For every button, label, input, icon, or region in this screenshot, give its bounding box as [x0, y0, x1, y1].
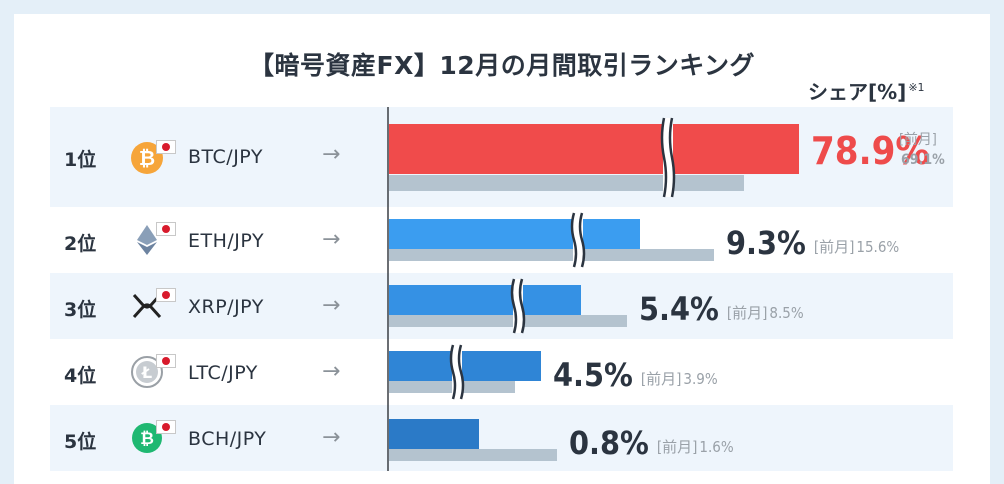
share-unit-label: シェア[%] ※1 — [808, 76, 925, 105]
previous-month-label: [前月] — [641, 370, 682, 388]
share-value-label: 4.5% — [553, 356, 633, 394]
share-value-label: 0.8% — [569, 424, 649, 462]
current-share-bar — [389, 419, 479, 449]
axis-break-mark — [570, 212, 578, 268]
axis-break-mark — [660, 117, 668, 198]
previous-month-value: 15.6% — [856, 238, 899, 256]
axis-break-mark — [510, 278, 518, 334]
previous-month-bar — [389, 315, 627, 327]
axis-break-gap — [663, 118, 673, 197]
svg-text:Ł: Ł — [141, 363, 152, 382]
arrow-right-icon: → — [322, 359, 341, 384]
ranking-row-4: 4位 Ł LTC/JPY → — [50, 339, 953, 405]
arrow-right-icon: → — [322, 142, 341, 167]
bitcoin-icon: ₿ — [131, 142, 163, 174]
pair-label: LTC/JPY — [188, 362, 258, 384]
arrow-right-icon: → — [322, 293, 341, 318]
previous-month-label: [前月] — [657, 438, 698, 456]
previous-month-bar — [389, 449, 557, 461]
current-share-bar — [389, 285, 581, 315]
ethereum-icon — [137, 225, 157, 255]
axis-break-gap — [573, 213, 583, 267]
share-value-label: 5.4% — [639, 290, 719, 328]
share-footnote: ※1 — [908, 81, 925, 95]
axis-break-mark — [457, 344, 465, 400]
rank-label: 5位 — [64, 431, 97, 453]
pair-label: ETH/JPY — [188, 230, 265, 252]
japan-flag-icon — [156, 288, 176, 302]
share-value-label: 9.3% — [726, 224, 806, 262]
arrow-right-icon: → — [322, 425, 341, 450]
ranking-row-2: 2位 ETH/JPY → — [50, 207, 953, 273]
japan-flag-icon — [156, 420, 176, 434]
previous-month-bar — [389, 249, 714, 261]
pair-label: XRP/JPY — [188, 296, 264, 318]
axis-break-mark — [668, 117, 676, 198]
current-share-bar — [389, 351, 541, 381]
rank-label: 2位 — [64, 233, 97, 255]
japan-flag-icon — [156, 140, 176, 154]
axis-break-gap — [513, 279, 523, 333]
axis-break-mark — [578, 212, 586, 268]
previous-month-label: [前月] — [727, 304, 768, 322]
bitcoin-cash-icon: ₿ — [132, 423, 162, 453]
svg-text:₿: ₿ — [140, 429, 154, 449]
chart-title: 【暗号資産FX】12月の月間取引ランキング — [249, 51, 755, 80]
svg-text:₿: ₿ — [139, 146, 155, 170]
rank-label: 4位 — [64, 365, 97, 387]
previous-month-label: [前月] — [814, 238, 855, 256]
previous-month-value: 1.6% — [699, 438, 733, 456]
current-share-bar — [389, 124, 799, 174]
previous-month-label: [前月] — [899, 131, 937, 148]
axis-break-mark — [518, 278, 526, 334]
pair-label: BTC/JPY — [188, 146, 263, 168]
xrp-icon — [132, 293, 162, 319]
pair-label: BCH/JPY — [188, 428, 267, 450]
previous-month-value: 3.9% — [683, 370, 717, 388]
litecoin-icon: Ł — [131, 356, 163, 388]
japan-flag-icon — [156, 354, 176, 368]
share-value-label: 78.9% — [811, 129, 930, 173]
rank-label: 1位 — [64, 149, 97, 171]
previous-month-value: 69.1% — [901, 152, 945, 168]
axis-break-mark — [449, 344, 457, 400]
arrow-right-icon: → — [322, 227, 341, 252]
previous-month-value: 8.5% — [769, 304, 803, 322]
japan-flag-icon — [156, 222, 176, 236]
ranking-bar-chart: 78.9%[前月]69.1%9.3% [前月] 15.6%5.4% [前月] 8.5%4… — [387, 107, 945, 471]
current-share-bar — [389, 219, 640, 249]
axis-break-gap — [452, 345, 462, 399]
share-label: シェア[%] — [808, 80, 907, 104]
rank-label: 3位 — [64, 299, 97, 321]
previous-month-bar — [389, 175, 744, 191]
